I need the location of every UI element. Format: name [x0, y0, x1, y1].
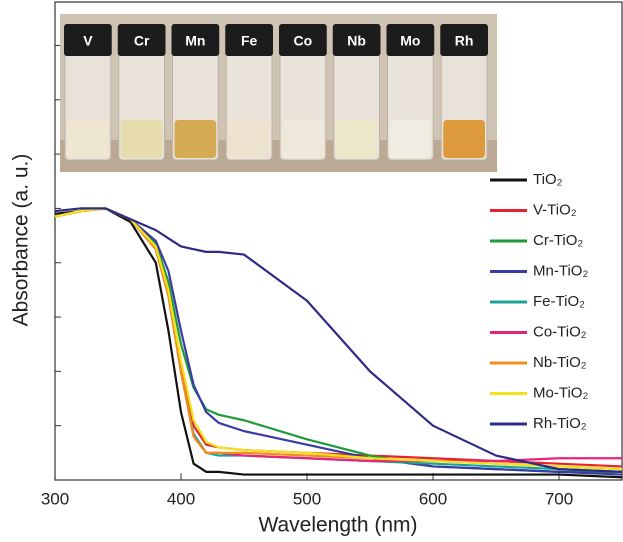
y-axis-label: Absorbance (a. u.)	[10, 154, 33, 327]
legend-label: Fe-TiO₂	[533, 293, 585, 310]
vial-powder	[443, 120, 485, 158]
legend-label: Rh-TiO₂	[533, 415, 587, 432]
vial-label: Mo	[400, 33, 420, 49]
legend-label: Nb-TiO₂	[533, 354, 587, 371]
vial-label: Rh	[455, 33, 474, 49]
vial-cap	[386, 24, 435, 56]
legend-label: Mo-TiO₂	[533, 384, 588, 401]
vial-label: Mn	[185, 33, 205, 49]
vial-powder	[389, 120, 432, 158]
legend-label: Mn-TiO₂	[533, 262, 588, 279]
vial-powder	[335, 120, 378, 158]
vial-powder	[174, 120, 217, 158]
x-tick-label: 400	[167, 489, 195, 508]
vial-powder	[228, 120, 270, 158]
vial-powder	[282, 120, 324, 158]
x-axis-label: Wavelength (nm)	[258, 514, 417, 537]
x-tick-label: 700	[545, 489, 573, 508]
vial-label: V	[83, 33, 93, 49]
legend-label: Co-TiO₂	[533, 323, 587, 340]
x-tick-label: 300	[41, 489, 69, 508]
vial-label: Co	[294, 33, 313, 49]
x-tick-label: 500	[293, 489, 321, 508]
vial-cap	[225, 24, 273, 56]
vial-powder	[120, 120, 163, 158]
vial-powder	[67, 120, 109, 158]
vial-cap	[64, 24, 112, 56]
plot-frame	[54, 1, 623, 481]
vial-label: Nb	[347, 33, 366, 49]
vial-cap	[117, 24, 166, 56]
inset-photo: V Cr Mn Fe Co Nb Mo Rh	[60, 14, 497, 172]
vial-cap	[440, 24, 488, 56]
series-line	[54, 207, 623, 479]
series-line	[54, 207, 623, 473]
vial-label: Cr	[134, 33, 150, 49]
vial-cap	[171, 24, 220, 56]
legend-label: Cr-TiO₂	[533, 232, 583, 249]
vial-cap	[332, 24, 381, 56]
vial-label: Fe	[241, 33, 258, 49]
legend-label: V-TiO₂	[533, 201, 577, 218]
vial-cap	[279, 24, 327, 56]
x-tick-label: 600	[419, 489, 447, 508]
legend-label: TiO₂	[533, 171, 563, 188]
